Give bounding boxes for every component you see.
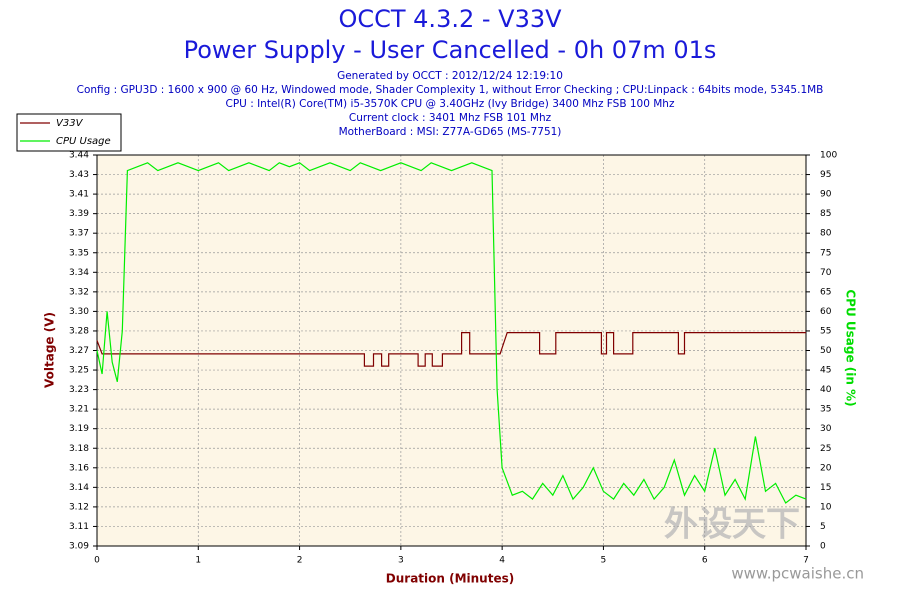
y-tick-label: 3.35 bbox=[69, 248, 89, 258]
chart-subtitle: Power Supply - User Cancelled - 0h 07m 0… bbox=[184, 36, 717, 64]
y-tick-label: 3.39 bbox=[69, 209, 89, 219]
y2-tick-label: 45 bbox=[820, 366, 831, 376]
y-tick-label: 3.25 bbox=[69, 366, 89, 376]
x-axis-label: Duration (Minutes) bbox=[386, 572, 514, 586]
y2-tick-label: 20 bbox=[820, 463, 832, 473]
y-tick-label: 3.30 bbox=[69, 307, 89, 317]
y-tick-label: 3.21 bbox=[69, 405, 89, 415]
y2-tick-label: 55 bbox=[820, 326, 831, 336]
legend-label: CPU Usage bbox=[56, 136, 111, 147]
y2-tick-label: 80 bbox=[820, 229, 832, 239]
y2-tick-label: 100 bbox=[820, 151, 837, 161]
info-line: Config : GPU3D : 1600 x 900 @ 60 Hz, Win… bbox=[77, 84, 824, 96]
y-tick-label: 3.16 bbox=[69, 463, 89, 473]
y-tick-label: 3.18 bbox=[69, 444, 89, 454]
y2-axis-label: CPU Usage (in %) bbox=[844, 289, 858, 406]
y2-tick-label: 75 bbox=[820, 248, 831, 258]
info-line: MotherBoard : MSI: Z77A-GD65 (MS-7751) bbox=[339, 126, 562, 138]
y-tick-label: 3.34 bbox=[69, 268, 89, 278]
y2-tick-label: 85 bbox=[820, 209, 831, 219]
info-line: CPU : Intel(R) Core(TM) i5-3570K CPU @ 3… bbox=[226, 98, 675, 110]
watermark: 外设天下 bbox=[664, 505, 800, 545]
legend-label: V33V bbox=[56, 118, 84, 129]
y2-tick-label: 5 bbox=[820, 522, 826, 532]
y2-tick-label: 25 bbox=[820, 444, 831, 454]
y2-tick-label: 95 bbox=[820, 170, 831, 180]
y2-tick-label: 35 bbox=[820, 405, 831, 415]
y-tick-label: 3.41 bbox=[69, 190, 89, 200]
y-tick-label: 3.09 bbox=[69, 542, 89, 552]
y2-tick-label: 15 bbox=[820, 483, 831, 493]
y2-tick-label: 50 bbox=[820, 346, 832, 356]
y-axis-label: Voltage (V) bbox=[43, 312, 57, 388]
watermark: www.pcwaishe.cn bbox=[731, 565, 864, 583]
x-tick-label: 1 bbox=[195, 556, 201, 566]
x-tick-label: 0 bbox=[94, 556, 100, 566]
y-tick-label: 3.44 bbox=[69, 151, 89, 161]
x-tick-label: 6 bbox=[702, 556, 708, 566]
y-tick-label: 3.28 bbox=[69, 326, 89, 336]
x-tick-label: 7 bbox=[803, 556, 809, 566]
y2-tick-label: 10 bbox=[820, 502, 832, 512]
y2-tick-label: 65 bbox=[820, 287, 831, 297]
y2-tick-label: 60 bbox=[820, 307, 832, 317]
y2-tick-label: 0 bbox=[820, 542, 826, 552]
y-tick-label: 3.27 bbox=[69, 346, 89, 356]
y2-tick-label: 90 bbox=[820, 190, 832, 200]
x-tick-label: 2 bbox=[297, 556, 303, 566]
info-line: Current clock : 3401 Mhz FSB 101 Mhz bbox=[349, 112, 552, 124]
y2-tick-label: 40 bbox=[820, 385, 832, 395]
y2-tick-label: 70 bbox=[820, 268, 832, 278]
y-tick-label: 3.19 bbox=[69, 424, 89, 434]
y2-tick-label: 30 bbox=[820, 424, 832, 434]
x-tick-label: 4 bbox=[499, 556, 505, 566]
plot-area bbox=[97, 155, 806, 546]
y-tick-label: 3.23 bbox=[69, 385, 89, 395]
x-tick-label: 3 bbox=[398, 556, 404, 566]
y-tick-label: 3.14 bbox=[69, 483, 89, 493]
chart-title: OCCT 4.3.2 - V33V bbox=[338, 5, 562, 33]
legend bbox=[16, 113, 122, 152]
info-line: Generated by OCCT : 2012/12/24 12:19:10 bbox=[337, 70, 563, 82]
y-tick-label: 3.11 bbox=[69, 522, 89, 532]
y-tick-label: 3.37 bbox=[69, 229, 89, 239]
x-tick-label: 5 bbox=[601, 556, 607, 566]
series-line bbox=[96, 332, 806, 367]
y-tick-label: 3.43 bbox=[69, 170, 89, 180]
y-tick-label: 3.12 bbox=[69, 502, 89, 512]
series-line bbox=[96, 162, 807, 504]
y-tick-label: 3.32 bbox=[69, 287, 89, 297]
